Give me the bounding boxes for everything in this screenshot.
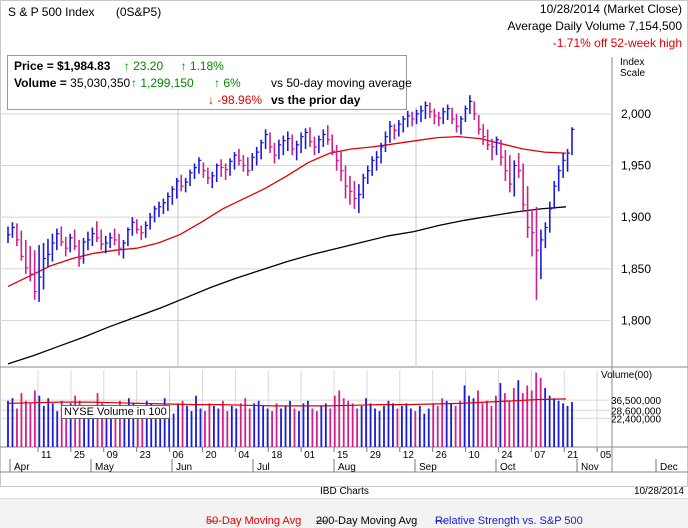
volume-row: Volume = 35,030,350: [14, 76, 130, 90]
price-row: Price = $1,984.83 ↑ 23.20 ↑ 1.18%: [14, 59, 224, 73]
x-tick-label: 07: [534, 450, 546, 461]
up-arrow-icon: ↑: [214, 76, 220, 90]
volume-ma50-line: [7, 398, 567, 407]
up-arrow-icon: ↑: [131, 76, 137, 90]
volume-change: ↑ 1,299,150: [131, 76, 194, 90]
ma50-line: [7, 135, 567, 287]
x-month-label: May: [95, 462, 114, 473]
x-tick-label: 18: [271, 450, 283, 461]
volume-value: 35,030,350: [70, 76, 131, 90]
price-change: ↑ 23.20: [123, 59, 164, 73]
y-tick-label: 1,850: [621, 262, 651, 276]
nyse-volume-label: NYSE Volume in 100: [61, 405, 170, 419]
volume-panel-label: Volume(00): [601, 370, 653, 381]
x-month-label: Dec: [660, 462, 678, 473]
x-tick-label: 10: [469, 450, 481, 461]
x-tick-label: 04: [238, 450, 250, 461]
header-right: 10/28/2014 (Market Close) Average Daily …: [507, 2, 682, 50]
price-value: $1,984.83: [57, 59, 111, 73]
x-tick-label: 23: [140, 450, 152, 461]
info-box: Price = $1,984.83 ↑ 23.20 ↑ 1.18% Volume…: [7, 55, 412, 110]
x-tick-label: 29: [370, 450, 382, 461]
footer-date: 10/28/2014: [633, 486, 684, 497]
x-tick-label: 24: [501, 450, 513, 461]
volume-change-pct: ↑ 6%: [214, 76, 241, 90]
source-label: IBD Charts: [320, 486, 369, 497]
up-arrow-icon: ↑: [123, 59, 130, 73]
x-month-label: Jul: [257, 462, 270, 473]
y-tick-label: 2,000: [621, 107, 651, 121]
price-label: Price =: [14, 59, 58, 73]
x-month-label: Oct: [500, 462, 516, 473]
x-month-label: Apr: [14, 462, 30, 473]
down-arrow-icon: ↓: [208, 93, 214, 107]
price-change-pct: ↑ 1.18%: [180, 59, 224, 73]
volume-tick-label: 28,600,000: [611, 406, 661, 417]
y-tick-label: 1,900: [621, 210, 651, 224]
volume-tick-label: 36,500,000: [611, 396, 661, 407]
legend-bar: — 50-Day Moving Avg — 200-Day Moving Avg…: [0, 498, 688, 528]
x-tick-label: 11: [41, 450, 52, 461]
y-tick-label: 1,950: [621, 159, 651, 173]
index-scale-label: Index Scale: [620, 57, 646, 79]
y-tick-label: 1,800: [621, 314, 651, 328]
volume-label: Volume =: [14, 76, 71, 90]
date-status: 10/28/2014 (Market Close): [539, 2, 682, 16]
x-month-label: Nov: [581, 462, 599, 473]
index-symbol: (0S&P5): [115, 5, 162, 19]
off-high: -1.71% off 52-week high: [552, 36, 682, 50]
vs-ma-label: vs 50-day moving average: [271, 76, 412, 90]
x-tick-label: 12: [403, 450, 415, 461]
x-tick-label: 06: [173, 450, 185, 461]
chart-title: S & P 500 Index (0S&P5): [8, 5, 161, 19]
ma200-line: [7, 206, 567, 365]
volume-tick-label: 22,400,000: [611, 414, 661, 425]
x-tick-label: 09: [107, 450, 119, 461]
vs-prior-label: vs the prior day: [271, 93, 361, 107]
x-month-label: Jun: [176, 462, 192, 473]
prior-pct: ↓ -98.96%: [208, 93, 263, 107]
x-month-label: Aug: [338, 462, 356, 473]
price-volume-chart: 1,800 1,850 1,900 1,950 2,000 11 25 09 23 06 20 04 1…: [0, 57, 688, 473]
x-tick-label: 01: [304, 450, 316, 461]
x-month-label: Sep: [419, 462, 437, 473]
x-tick-label: 26: [436, 450, 448, 461]
x-tick-label: 05: [600, 450, 612, 461]
up-arrow-icon: ↑: [180, 59, 187, 73]
x-tick-label: 25: [74, 450, 86, 461]
index-title: S & P 500 Index: [8, 5, 95, 19]
x-tick-label: 21: [567, 450, 579, 461]
x-tick-label: 20: [205, 450, 217, 461]
avg-volume: Average Daily Volume 7,154,500: [507, 19, 682, 33]
x-tick-label: 15: [337, 450, 349, 461]
